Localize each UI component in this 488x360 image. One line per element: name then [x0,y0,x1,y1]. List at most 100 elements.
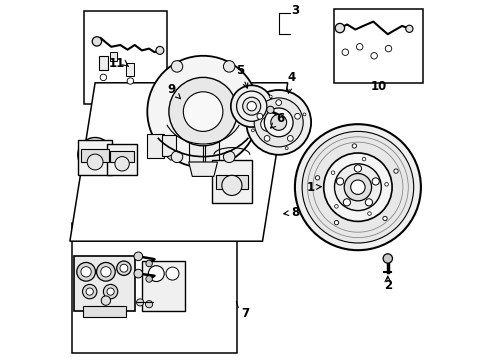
Circle shape [294,113,300,119]
Text: 2: 2 [383,279,391,292]
Bar [212,160,251,203]
Bar [142,261,185,311]
Circle shape [256,113,279,136]
Bar [72,223,237,353]
Circle shape [260,117,275,131]
Circle shape [101,296,110,305]
Circle shape [266,106,273,113]
Bar [81,149,108,162]
Bar [99,56,107,70]
Circle shape [168,77,237,146]
Circle shape [405,25,412,32]
Circle shape [285,147,287,150]
Circle shape [342,49,348,55]
Circle shape [315,176,319,180]
Text: 6: 6 [270,112,284,128]
Circle shape [302,131,413,243]
Text: 4: 4 [286,71,295,93]
Circle shape [350,180,365,194]
Bar [73,256,134,311]
Circle shape [246,102,256,111]
Circle shape [127,78,133,84]
Circle shape [393,169,397,173]
Circle shape [354,165,361,172]
Circle shape [134,269,142,278]
Polygon shape [70,83,287,241]
Circle shape [96,262,115,281]
Text: 5: 5 [236,64,247,88]
Circle shape [81,267,91,277]
Circle shape [86,288,93,295]
Bar [125,63,133,76]
Circle shape [351,144,356,148]
Circle shape [183,92,223,131]
Circle shape [294,124,420,250]
Circle shape [264,108,292,137]
Circle shape [148,266,164,282]
Circle shape [236,91,266,121]
Circle shape [222,175,242,195]
Circle shape [145,301,152,308]
Circle shape [156,46,163,54]
Circle shape [303,113,305,116]
Circle shape [334,204,338,208]
Circle shape [107,288,114,295]
Circle shape [335,23,344,33]
Circle shape [362,157,365,161]
Circle shape [171,60,183,72]
Circle shape [145,276,152,282]
Circle shape [384,183,387,186]
Circle shape [147,56,258,167]
Bar [82,306,125,317]
Circle shape [92,37,102,46]
Text: 10: 10 [369,80,386,93]
Polygon shape [188,162,217,176]
Circle shape [287,135,293,141]
Circle shape [230,85,272,127]
Text: 1: 1 [306,181,321,194]
Circle shape [334,164,381,211]
Circle shape [275,100,281,105]
Circle shape [270,114,286,130]
Circle shape [370,53,377,59]
Circle shape [269,95,272,98]
Polygon shape [167,154,178,160]
Circle shape [166,267,179,280]
Circle shape [356,44,362,50]
Bar [78,140,112,175]
Circle shape [334,220,338,225]
Circle shape [246,90,310,155]
Circle shape [77,262,95,281]
Circle shape [254,98,303,147]
Bar [110,151,134,162]
Text: 7: 7 [241,307,249,320]
Bar [109,52,117,61]
Text: 8: 8 [283,206,299,219]
Circle shape [371,178,379,185]
Bar [162,135,176,156]
Circle shape [100,74,106,81]
Bar [215,175,247,189]
Circle shape [382,254,392,263]
Bar [334,9,422,83]
Circle shape [87,154,103,170]
Circle shape [365,199,372,206]
Circle shape [367,212,370,215]
Text: 9: 9 [166,83,180,99]
Circle shape [134,252,142,261]
Circle shape [251,129,254,132]
Bar [204,142,218,163]
Bar [84,11,167,104]
Circle shape [336,178,343,185]
Circle shape [115,157,129,171]
Text: 11: 11 [108,57,125,69]
Circle shape [82,284,97,299]
Circle shape [344,174,371,201]
Circle shape [330,171,334,175]
Circle shape [242,97,260,115]
Bar [147,134,163,158]
Circle shape [171,151,183,163]
Bar [188,140,203,162]
Circle shape [343,199,350,206]
Circle shape [78,138,112,172]
